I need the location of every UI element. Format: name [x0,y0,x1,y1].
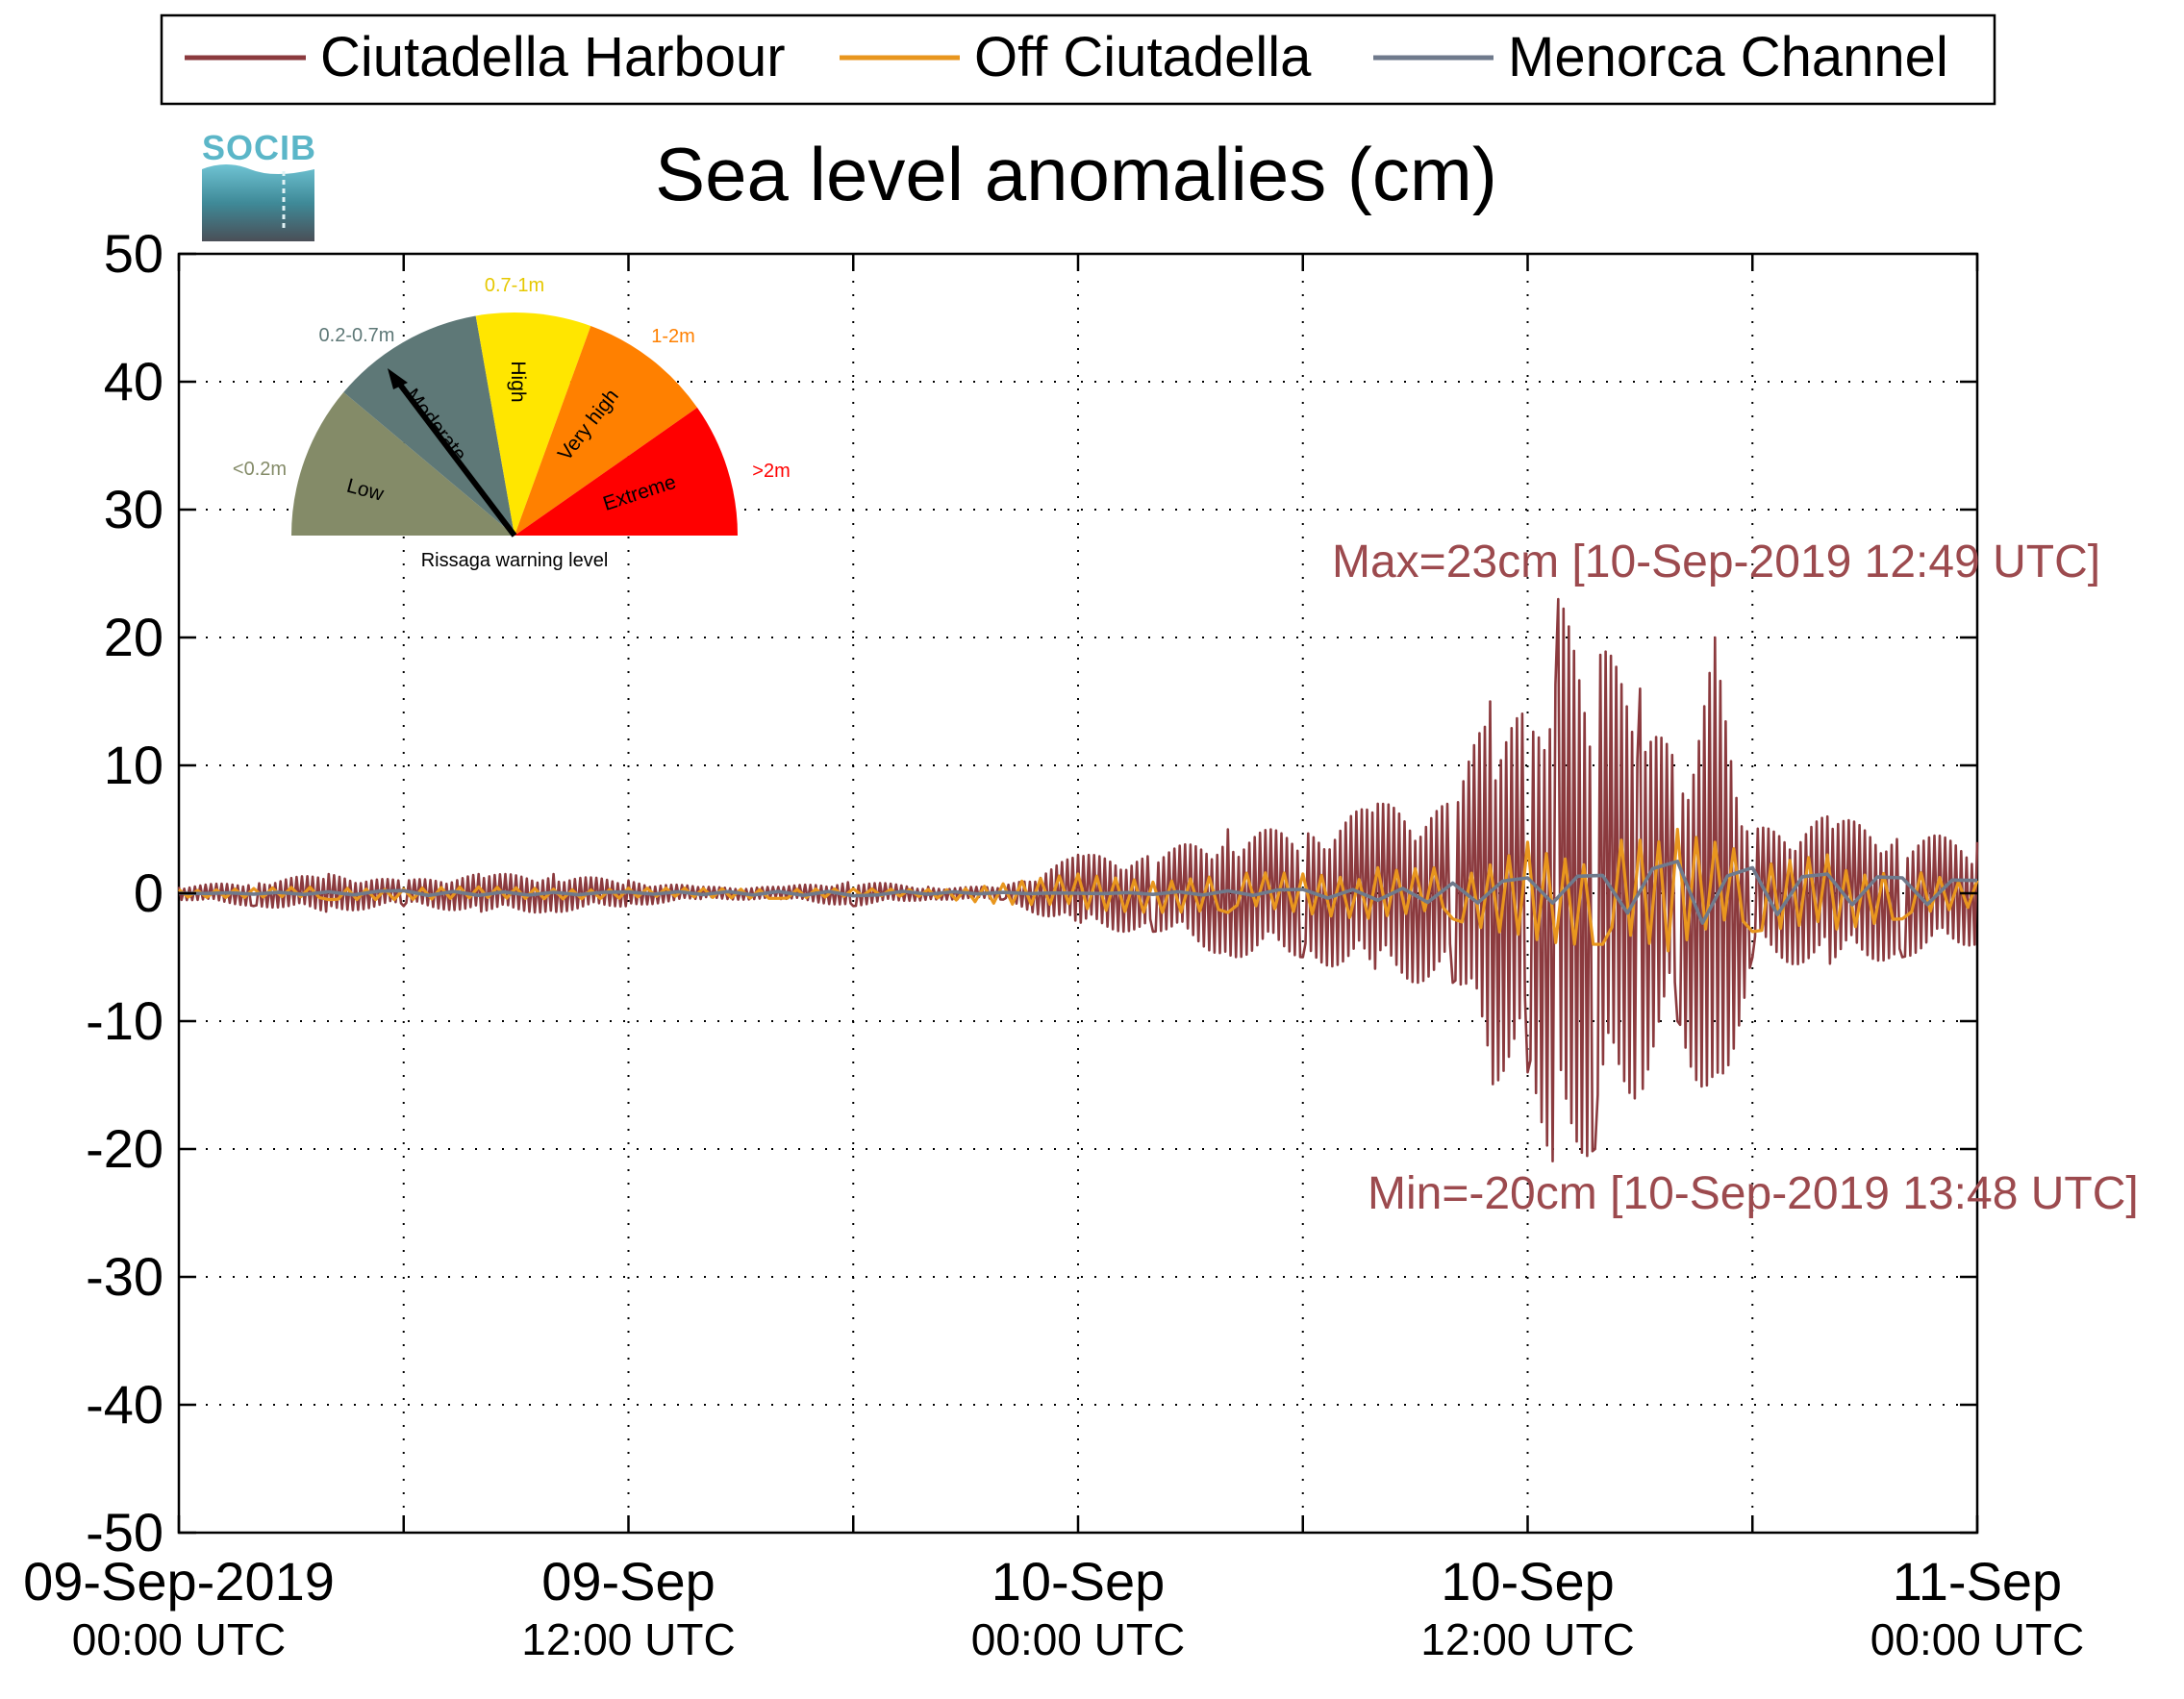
series-line-ciutadella-harbour [177,597,1979,1162]
gauge-needle [388,368,517,537]
x-tick-label: 11-Sep [1893,1551,2062,1612]
gauge-sector-high [475,312,591,536]
legend-label-off-ciutadella: Off Ciutadella [974,26,1312,88]
y-tick-label: 0 [134,862,163,923]
gauge-range-high: 0.7-1m [485,275,544,296]
socib-logo-text: SOCIB [202,128,316,167]
axis-ticks [177,252,1979,1535]
gauge-range-very-high: 1-2m [651,326,695,347]
x-tick-sublabel: 00:00 UTC [1870,1614,2084,1664]
y-tick-label: -10 [86,990,163,1051]
y-tick-label: -40 [86,1374,163,1435]
gauge-sector-extreme [515,407,738,536]
gauge-caption: Rissaga warning level [421,550,609,571]
x-tick-label: 10-Sep [1441,1551,1615,1612]
y-tick-label: 30 [104,479,163,539]
x-tick-sublabel: 00:00 UTC [72,1614,286,1664]
chart-title: Sea level anomalies (cm) [655,132,1497,216]
legend-box [160,13,1996,106]
legend-label-menorca-channel: Menorca Channel [1508,26,1948,88]
x-tick-sublabel: 12:00 UTC [521,1614,735,1664]
gauge-sector-very-high [515,326,697,536]
y-tick-label: 40 [104,351,163,412]
y-tick-label: -30 [86,1246,163,1307]
x-tick-label: 09-Sep-2019 [23,1551,335,1612]
socib-logo: SOCIB [202,128,316,241]
y-tick-label: 20 [104,607,163,667]
y-tick-label: -50 [86,1502,163,1562]
gauge-range-moderate: 0.2-0.7m [319,325,395,346]
y-axis-tick-labels: 50 40 30 20 10 0 -10 -20 -30 -40 -50 [86,223,163,1562]
x-tick-sublabel: 12:00 UTC [1420,1614,1634,1664]
y-tick-label: 10 [104,735,163,795]
min-annotation: Min=-20cm [10-Sep-2019 13:48 UTC] [1368,1168,2139,1219]
x-tick-label: 09-Sep [541,1551,715,1612]
gauge-range-low: <0.2m [233,459,287,480]
legend: Ciutadella Harbour Off Ciutadella Menorc… [160,13,1996,106]
rissaga-warning-gauge: Low Moderate High Very high Extreme <0.2… [233,275,791,571]
max-annotation: Max=23cm [10-Sep-2019 12:49 UTC] [1332,537,2100,587]
series-line-off-ciutadella [177,827,1979,953]
legend-label-ciutadella-harbour: Ciutadella Harbour [320,26,786,88]
x-tick-label: 10-Sep [992,1551,1166,1612]
y-tick-label: -20 [86,1118,163,1179]
gauge-sector-label-high: High [507,361,529,402]
series-line-menorca-channel [178,860,1978,925]
gauge-range-extreme: >2m [752,461,790,482]
series-layer [177,597,1979,1162]
y-tick-label: 50 [104,223,163,284]
x-tick-sublabel: 00:00 UTC [971,1614,1185,1664]
gauge-sector-low [291,391,515,536]
